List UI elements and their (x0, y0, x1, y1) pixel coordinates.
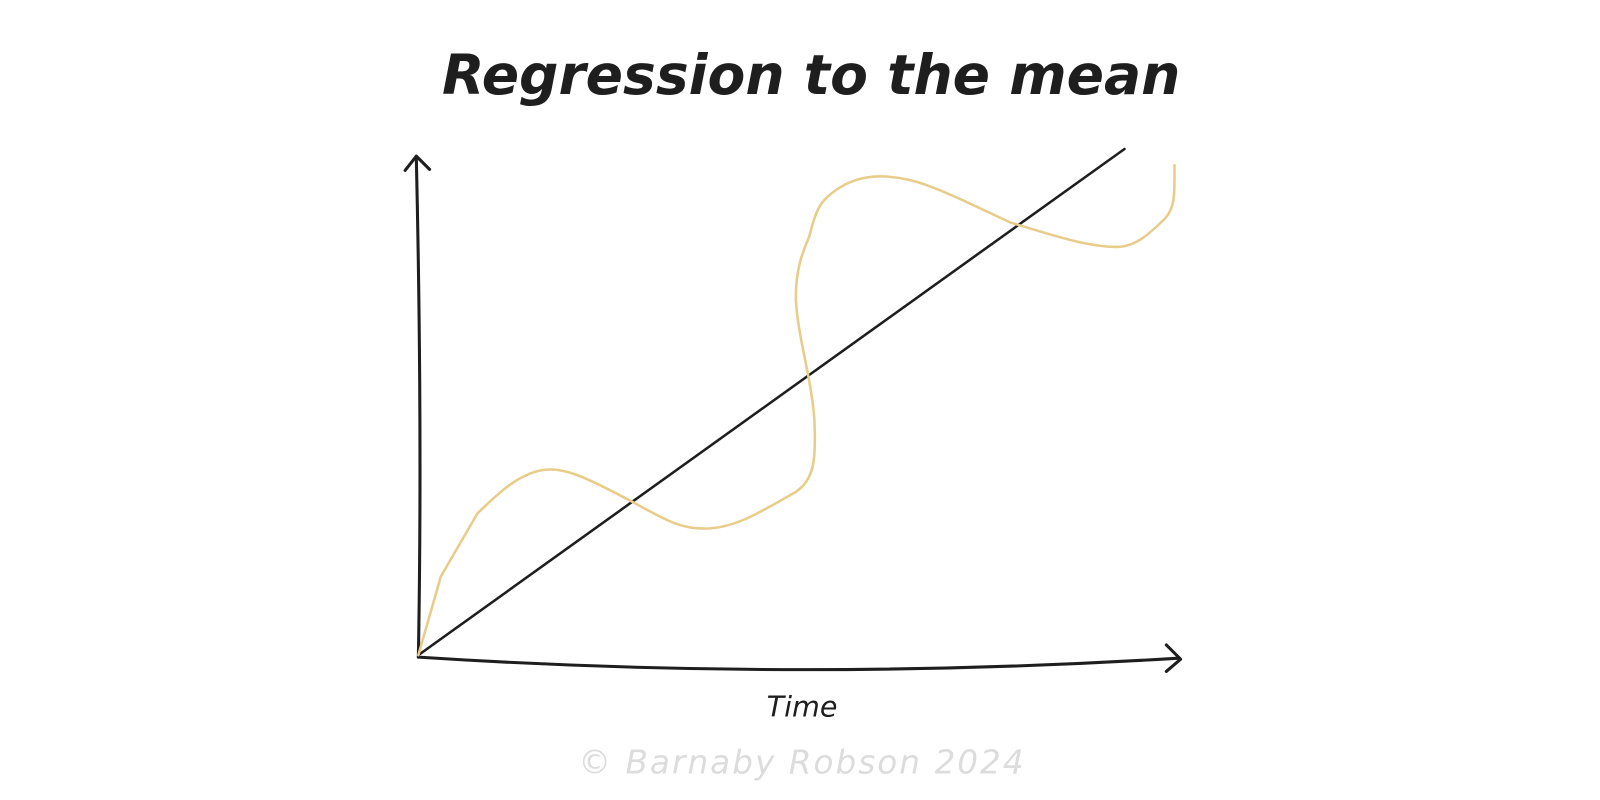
title: Regression to the mean (442, 43, 1180, 107)
trend-line (417, 147, 1126, 657)
performance-curve (417, 164, 1176, 657)
y-axis (414, 156, 422, 659)
credit: © Barnaby Robson 2024 (578, 743, 1025, 781)
x-axis-arrow (1164, 643, 1183, 673)
y-axis-arrow (403, 154, 432, 172)
x-axis (416, 655, 1181, 672)
x-axis-label: Time (767, 689, 838, 723)
